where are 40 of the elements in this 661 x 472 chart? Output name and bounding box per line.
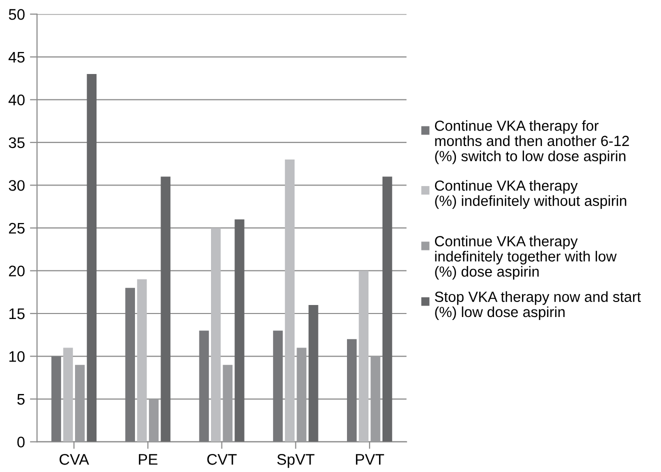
bar [137, 279, 147, 442]
legend-label: Stop VKA therapy now and start (%) low dose aspirin [434, 291, 641, 320]
bar [296, 348, 306, 442]
bar [382, 176, 392, 442]
bar [211, 228, 221, 442]
y-tick-label: 10 [9, 351, 25, 362]
bar [199, 330, 209, 442]
y-tick-label: 25 [8, 222, 25, 234]
legend-label: Continue VKA therapy for months and then another 6-12 (%) switch to low dose aspirin [434, 120, 629, 164]
bar [222, 364, 233, 442]
y-tick-label: 45 [8, 52, 25, 63]
y-tick-label: 20 [8, 266, 25, 276]
y-tick-label: 50 [8, 9, 25, 20]
bar [148, 399, 159, 442]
x-tick-label: PE [138, 454, 158, 465]
bar [284, 160, 295, 442]
bar [63, 348, 73, 442]
bar [160, 176, 170, 442]
bar [234, 219, 244, 442]
bar [86, 74, 97, 442]
x-tick-label: CVT [207, 454, 237, 465]
x-tick-label: SpVT [277, 454, 314, 468]
y-tick-label: 40 [8, 94, 25, 106]
x-tick-label: CVA [60, 454, 90, 465]
x-tick-label: PVT [356, 454, 384, 465]
bar [75, 364, 85, 442]
y-tick-label: 5 [17, 394, 25, 405]
bar [273, 330, 283, 442]
bar [308, 304, 318, 442]
bar [358, 270, 368, 442]
bar [125, 288, 135, 442]
y-tick-label: 30 [8, 180, 25, 191]
y-tick-label: 15 [9, 308, 25, 320]
legend-label: Continue VKA therapy (%) indefinitely without aspirin [434, 180, 626, 209]
legend-label: Continue VKA therapy indefinitely together with low (%) dose aspirin [434, 236, 617, 280]
y-tick-label: 35 [8, 137, 25, 148]
bar [51, 356, 62, 442]
bar [346, 339, 357, 442]
bar [370, 356, 380, 442]
y-tick-label: 0 [17, 436, 25, 448]
